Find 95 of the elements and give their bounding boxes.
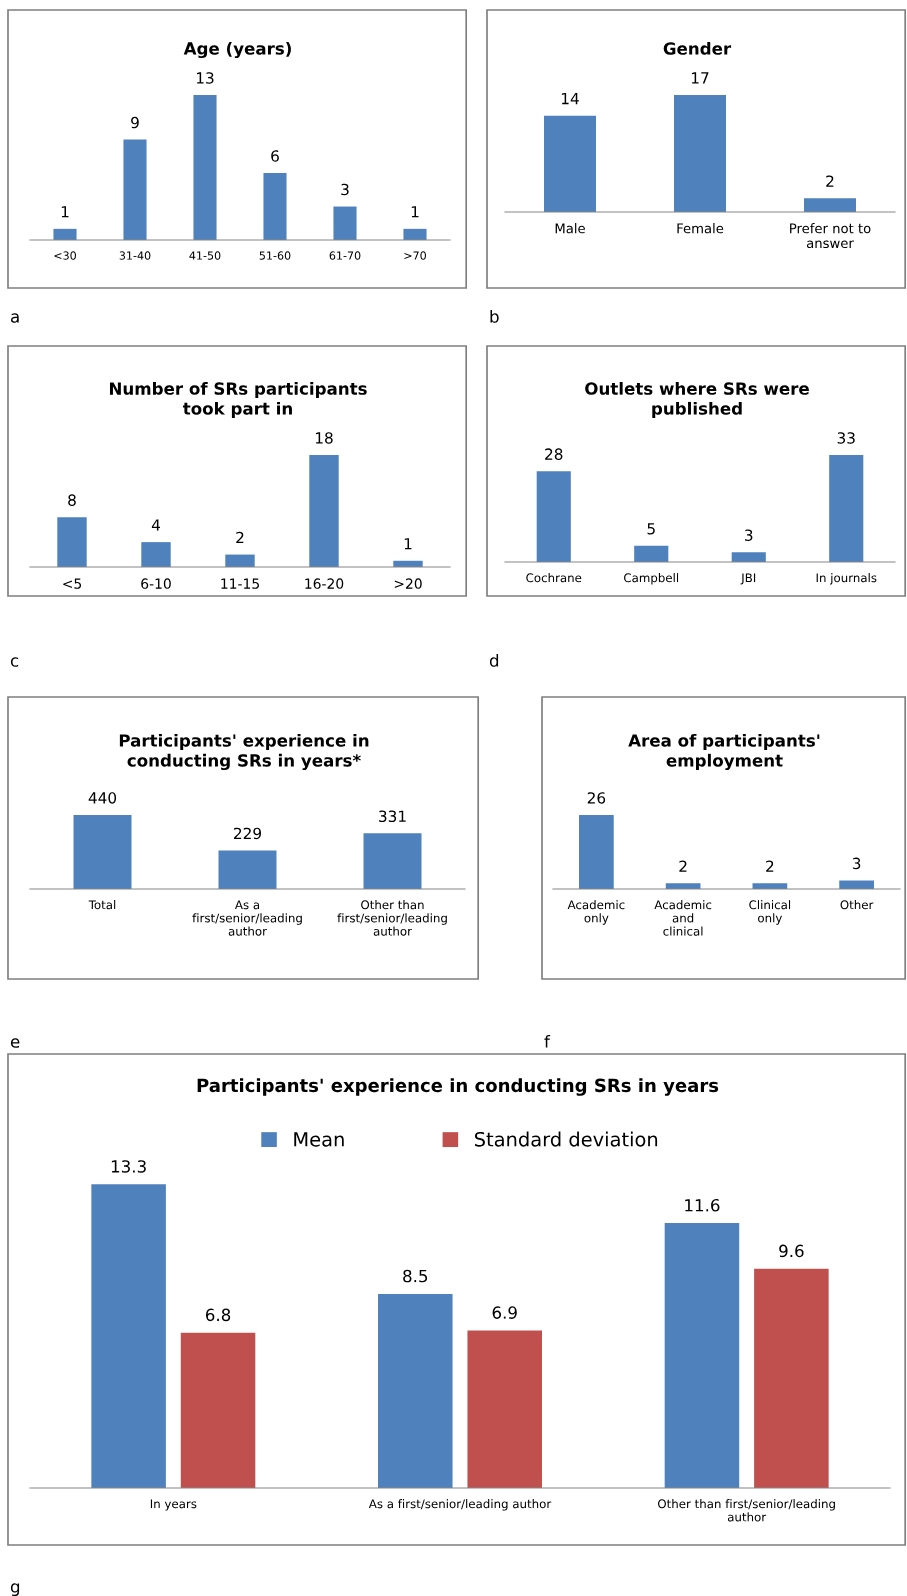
data-label: 28 (545, 448, 563, 460)
bar (53, 228, 77, 240)
text: e (10, 1038, 20, 1048)
x-tick-label: Other (840, 900, 874, 910)
data-label: 229 (234, 827, 262, 840)
text: d (489, 653, 499, 667)
data-label: 14 (561, 93, 579, 105)
data-label: 1 (404, 538, 412, 550)
x-tick-label: Academic only (567, 900, 625, 925)
data-label: 4 (151, 519, 160, 531)
data-label: 6 (271, 150, 279, 162)
legend-label: Standard deviation (474, 1131, 658, 1147)
data-label: 2 (826, 175, 834, 187)
x-tick-label: Prefer not to answer (790, 223, 871, 249)
x-tick-label: 11-15 (221, 578, 259, 589)
text: g (10, 1583, 20, 1596)
x-tick-label: Cochrane (526, 573, 582, 583)
data-label: 440 (88, 792, 117, 804)
data-label: 9 (131, 116, 139, 129)
bar (403, 228, 427, 240)
data-label: 2 (236, 531, 244, 544)
bar (309, 455, 339, 567)
x-tick-label: Academic and clinical (654, 900, 712, 936)
chart-title: Area of participants' employment (628, 733, 820, 771)
data-label: 18 (315, 432, 333, 444)
x-tick-label: As a first/senior/leading author (192, 900, 302, 936)
x-tick-label: Other than first/senior/leading author (658, 1499, 835, 1522)
x-tick-label: <30 (54, 251, 76, 260)
text: a (11, 313, 19, 323)
chart-title: Gender (663, 41, 732, 55)
bar (536, 471, 571, 562)
data-label: 13 (196, 72, 214, 84)
bar (829, 455, 864, 562)
data-label: 8 (68, 494, 76, 506)
x-tick-label: In journals (816, 573, 877, 585)
x-tick-label: In years (150, 1499, 197, 1511)
data-label: 6.9 (492, 1306, 517, 1319)
bar (378, 1293, 453, 1488)
x-tick-label: 51-60 (259, 251, 291, 260)
data-label: 33 (837, 432, 855, 444)
bar (180, 1332, 256, 1488)
x-tick-label: Female (677, 223, 724, 234)
bar (263, 173, 287, 240)
x-tick-label: As a first/senior/leading author (368, 1499, 552, 1511)
data-label: 3 (852, 857, 861, 870)
x-tick-label: 31-40 (119, 251, 151, 260)
chart-title: Number of SRs participants took part in (109, 381, 367, 419)
bar (731, 552, 766, 562)
x-tick-label: >20 (394, 578, 422, 589)
data-label: 11.6 (685, 1198, 720, 1212)
x-tick-label: Other than first/senior/leading author (337, 900, 447, 936)
bar (91, 1184, 166, 1488)
bar (193, 95, 217, 240)
data-label: 6.8 (205, 1308, 231, 1322)
bar (467, 1330, 542, 1488)
data-label: 17 (691, 72, 709, 84)
x-tick-label: Total (88, 900, 116, 910)
x-tick-label: Campbell (624, 573, 679, 585)
data-label: 26 (587, 792, 606, 804)
text: b (490, 309, 499, 323)
text: c (10, 657, 19, 667)
x-tick-label: 61-70 (329, 251, 361, 260)
legend-label: Mean (294, 1132, 344, 1147)
chart-title: Outlets where SRs were published (585, 381, 809, 419)
chart-title: Participants' experience in conducting SRs in years* (119, 733, 369, 771)
bar (664, 1223, 740, 1488)
bar (225, 554, 255, 567)
bar (634, 545, 669, 562)
x-tick-label: JBI (740, 573, 756, 585)
data-label: 2 (679, 860, 687, 872)
chart-title: Age (years) (183, 41, 291, 59)
data-label: 8.5 (403, 1269, 428, 1283)
x-tick-label: 41-50 (189, 251, 221, 260)
data-label: 9.6 (779, 1244, 804, 1258)
data-label: 3 (341, 183, 349, 196)
x-tick-label: 6-10 (141, 578, 171, 589)
bar (123, 139, 147, 240)
x-tick-label: <5 (63, 578, 82, 589)
data-label: 5 (647, 523, 655, 535)
data-label: 1 (411, 206, 419, 218)
x-tick-label: 16-20 (305, 578, 344, 589)
data-label: 2 (766, 860, 774, 872)
x-tick-label: Clinical only (749, 900, 791, 925)
text: f (544, 1034, 551, 1048)
data-label: 3 (745, 529, 753, 541)
data-label: 1 (61, 206, 69, 218)
data-label: 13.3 (111, 1160, 146, 1173)
bar (141, 542, 171, 567)
data-label: 331 (379, 810, 406, 823)
bar (333, 206, 357, 240)
chart-title: Participants' experience in conducting SRs in years (197, 1078, 719, 1096)
x-tick-label: Male (555, 223, 585, 234)
x-tick-label: >70 (404, 251, 426, 260)
bar (57, 517, 87, 567)
bar (754, 1268, 829, 1488)
